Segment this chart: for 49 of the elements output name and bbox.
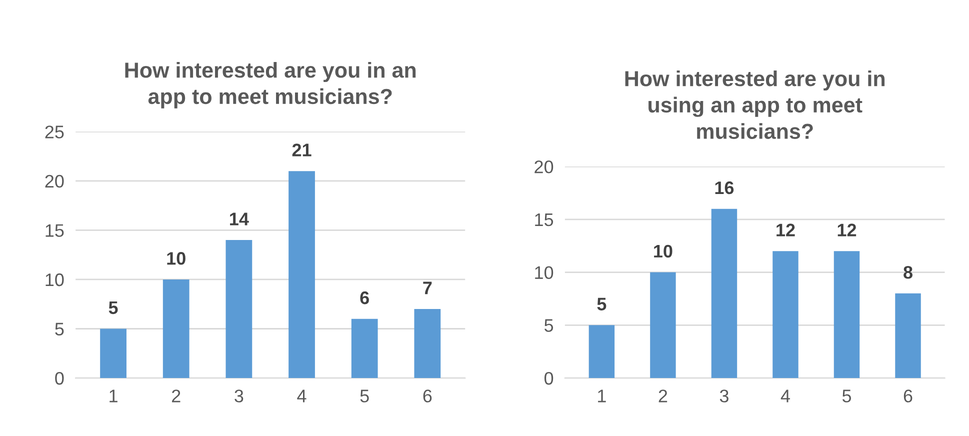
x-tick-label: 3 [234, 390, 244, 402]
data-label: 12 [776, 224, 795, 236]
data-label: 8 [904, 266, 912, 279]
x-tick-label: 5 [842, 390, 852, 402]
chart-title: How interested are you in using an app to meet musicians? [625, 70, 885, 139]
x-tick-label: 2 [172, 390, 180, 402]
x-tick-label: 1 [110, 390, 118, 402]
data-label: 7 [423, 282, 432, 294]
data-label: 12 [838, 224, 856, 236]
bar [351, 318, 378, 378]
data-label: 6 [360, 291, 369, 304]
y-tick-label: 5 [55, 322, 64, 336]
data-label: 21 [292, 144, 312, 156]
data-label: 10 [167, 252, 186, 265]
bar [588, 325, 615, 378]
x-tick-label: 6 [423, 390, 432, 402]
data-label: 5 [108, 301, 118, 314]
y-tick-label: 15 [535, 214, 554, 226]
data-label: 14 [230, 212, 249, 226]
x-tick-label: 2 [658, 390, 668, 402]
y-tick-label: 15 [46, 224, 64, 237]
chart-title: How interested are you in an app to meet musicians? [125, 62, 416, 108]
bar [288, 171, 315, 378]
y-tick-label: 0 [55, 372, 64, 385]
x-tick-label: 1 [598, 390, 606, 402]
bar [834, 251, 860, 378]
y-tick-label: 0 [544, 372, 554, 385]
x-tick-label: 6 [904, 390, 912, 402]
bar [895, 293, 921, 378]
y-tick-label: 5 [544, 319, 554, 332]
bar [226, 240, 252, 378]
y-tick-label: 25 [45, 126, 64, 138]
bar [772, 251, 798, 378]
y-tick-label: 10 [535, 266, 554, 279]
data-label: 16 [715, 181, 734, 194]
bar [162, 279, 190, 378]
y-tick-label: 20 [45, 174, 64, 188]
x-tick-label: 3 [720, 390, 728, 402]
bar [650, 272, 676, 378]
x-tick-label: 4 [780, 390, 790, 402]
y-tick-label: 10 [46, 273, 64, 286]
bar [100, 328, 126, 378]
bar [414, 309, 441, 378]
data-label: 10 [654, 244, 672, 258]
x-tick-label: 5 [360, 390, 369, 402]
bar [711, 208, 738, 378]
y-tick-label: 20 [534, 160, 554, 174]
data-label: 5 [597, 298, 606, 310]
x-tick-label: 4 [297, 390, 306, 402]
